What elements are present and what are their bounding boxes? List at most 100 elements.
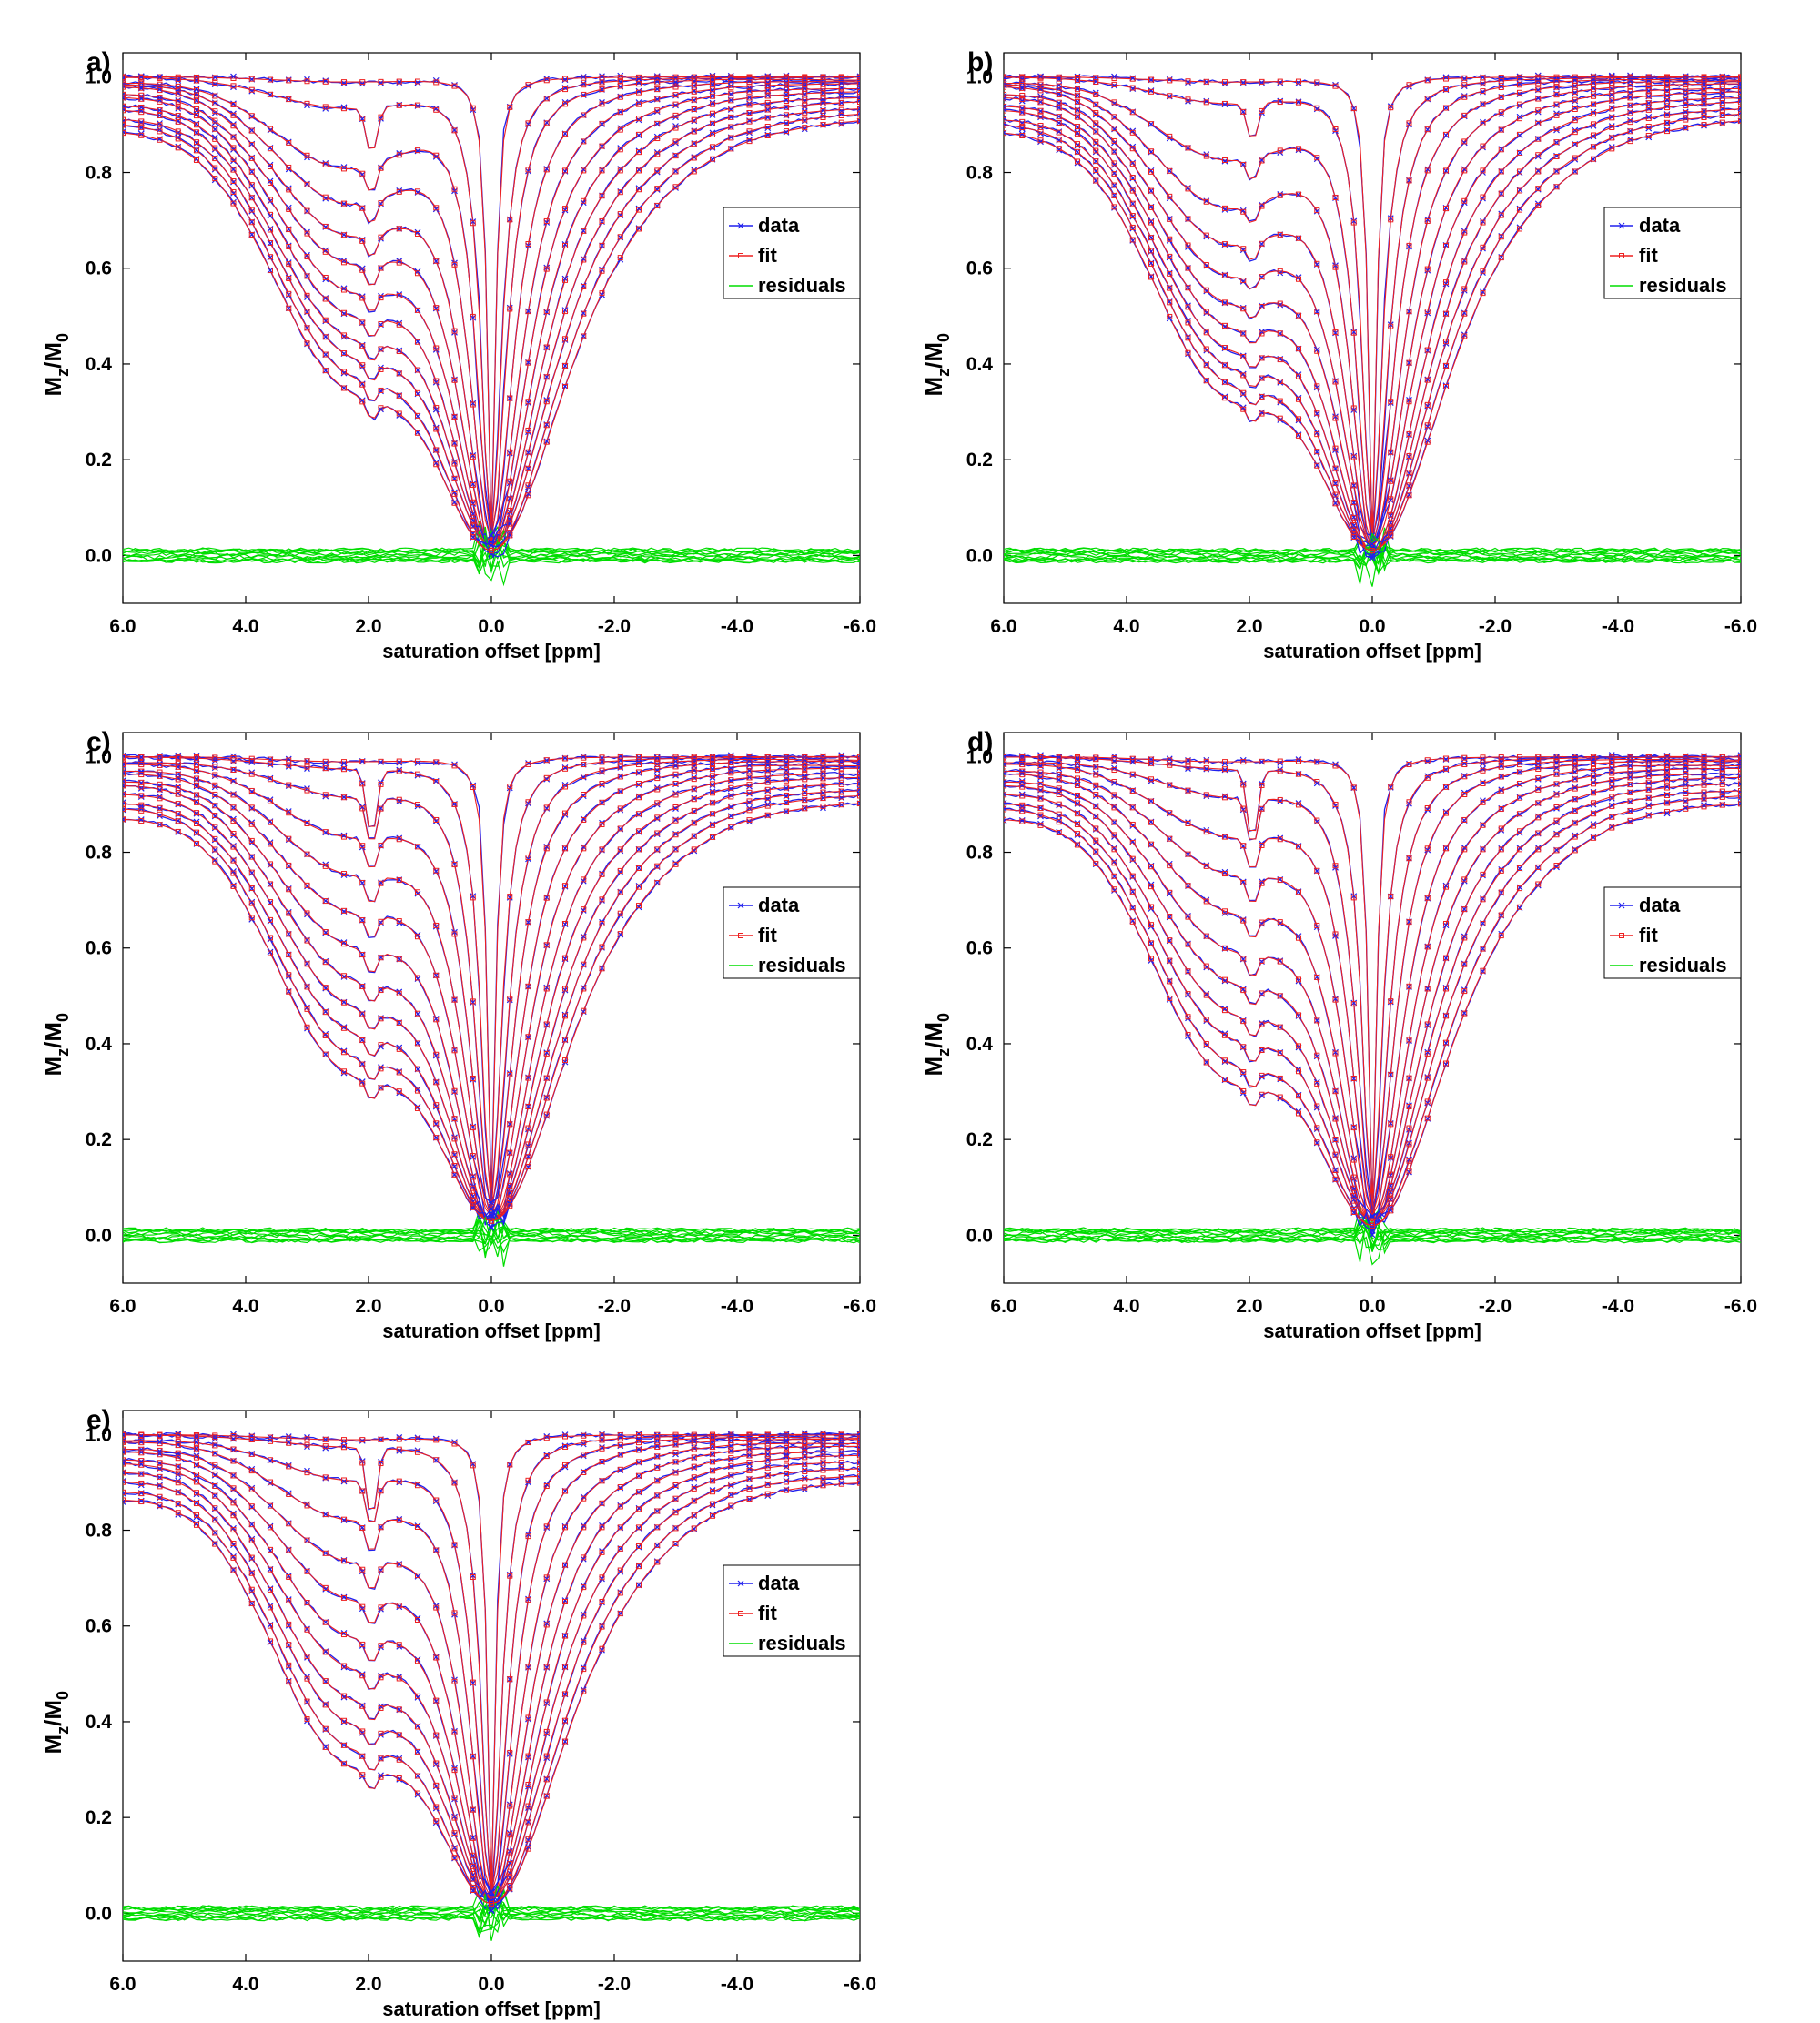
fit-marker	[1004, 95, 1006, 101]
fit-marker	[1701, 795, 1707, 802]
panel-label: d)	[967, 727, 993, 757]
fit-marker	[1591, 773, 1596, 779]
fit-marker	[672, 804, 679, 810]
fit-marker	[415, 1482, 420, 1489]
fit-marker	[322, 898, 329, 905]
fit-marker	[286, 305, 292, 311]
fit-marker	[857, 88, 860, 95]
fit-marker	[654, 1453, 661, 1460]
fit-marker	[507, 1071, 513, 1077]
fit-marker	[1664, 772, 1670, 778]
fit-marker	[1222, 299, 1228, 306]
fit-marker	[543, 266, 550, 272]
fit-marker	[212, 846, 218, 853]
fit-marker	[1148, 841, 1154, 847]
fit-marker	[1203, 153, 1209, 159]
fit-marker	[1332, 480, 1339, 486]
y-tick-label: 0.2	[966, 450, 993, 470]
fit-marker	[1037, 122, 1044, 128]
fit-marker	[562, 1433, 568, 1440]
fit-marker	[728, 97, 734, 104]
y-tick-label: 1.0	[86, 746, 112, 767]
fit-marker	[1498, 190, 1504, 197]
fit-marker	[1148, 219, 1154, 226]
fit-marker	[802, 90, 808, 96]
fit-marker	[175, 83, 181, 89]
fit-marker	[1240, 278, 1247, 284]
fit-marker	[1240, 330, 1247, 337]
fit-marker	[1553, 863, 1560, 869]
fit-marker	[1461, 258, 1468, 265]
fit-marker	[525, 1103, 531, 1109]
fit-marker	[857, 771, 860, 777]
fit-marker	[1443, 955, 1449, 961]
fit-marker	[1645, 100, 1652, 106]
fit-marker	[1296, 432, 1301, 439]
fit-marker	[1277, 1024, 1283, 1030]
fit-marker	[1553, 79, 1560, 86]
fit-marker	[543, 217, 550, 224]
fit-marker	[396, 152, 402, 158]
y-tick-label: 0.8	[966, 843, 994, 864]
fit-marker	[1498, 754, 1504, 761]
fit-marker	[359, 381, 366, 388]
fit-marker	[322, 829, 329, 835]
fit-marker	[581, 1495, 587, 1502]
fit-marker	[1683, 116, 1689, 123]
fit-marker	[857, 106, 860, 112]
fit-marker	[1350, 1174, 1357, 1180]
y-tick-label: 0.4	[966, 1034, 994, 1055]
fit-marker	[1167, 313, 1173, 319]
fit-marker	[194, 775, 199, 782]
legend-label-data: data	[758, 894, 800, 916]
fit-marker	[1222, 345, 1228, 351]
fit-marker	[764, 1445, 771, 1452]
fit-marker	[525, 1714, 531, 1721]
curve-group	[123, 764, 860, 1258]
fit-marker	[1296, 396, 1301, 402]
fit-marker	[1203, 992, 1209, 998]
fit-marker	[691, 820, 697, 826]
fit-marker	[341, 1477, 347, 1483]
fit-marker	[1093, 167, 1099, 174]
fit-marker	[1535, 800, 1542, 806]
fit-marker	[1461, 112, 1468, 118]
fit-marker	[359, 1603, 366, 1610]
fit-marker	[636, 794, 642, 801]
fit-marker	[599, 896, 605, 903]
fit-marker	[433, 816, 440, 823]
fit-marker	[1350, 1198, 1357, 1204]
fit-marker	[1093, 138, 1099, 145]
fit-marker	[1296, 346, 1301, 352]
legend-box	[723, 207, 861, 299]
x-tick-label: 4.0	[232, 1974, 258, 1995]
fit-marker	[1240, 805, 1247, 812]
fit-marker	[710, 101, 715, 107]
fit-marker	[1719, 112, 1725, 118]
fit-marker	[857, 793, 860, 799]
fit-marker	[728, 90, 734, 96]
fit-marker	[322, 334, 329, 340]
fit-marker	[138, 132, 145, 138]
fit-marker	[1259, 393, 1265, 400]
fit-marker	[691, 116, 697, 123]
fit-marker	[710, 811, 715, 817]
fit-marker	[415, 270, 420, 277]
fit-marker	[230, 1446, 237, 1452]
curve-group	[123, 800, 860, 1254]
fit-marker	[1683, 766, 1689, 773]
fit-marker	[1609, 97, 1615, 104]
fit-marker	[341, 79, 347, 86]
fit-marker	[1406, 242, 1412, 248]
fit-marker	[543, 942, 550, 948]
fit-marker	[1683, 758, 1689, 764]
fit-marker	[1443, 86, 1449, 93]
fit-marker	[248, 821, 255, 827]
fit-marker	[1129, 787, 1136, 794]
fit-marker	[396, 956, 402, 962]
fit-marker	[581, 792, 587, 798]
fit-marker	[507, 996, 513, 1002]
fit-marker	[562, 755, 568, 762]
data-point	[1369, 1212, 1376, 1219]
fit-marker	[1129, 821, 1136, 827]
